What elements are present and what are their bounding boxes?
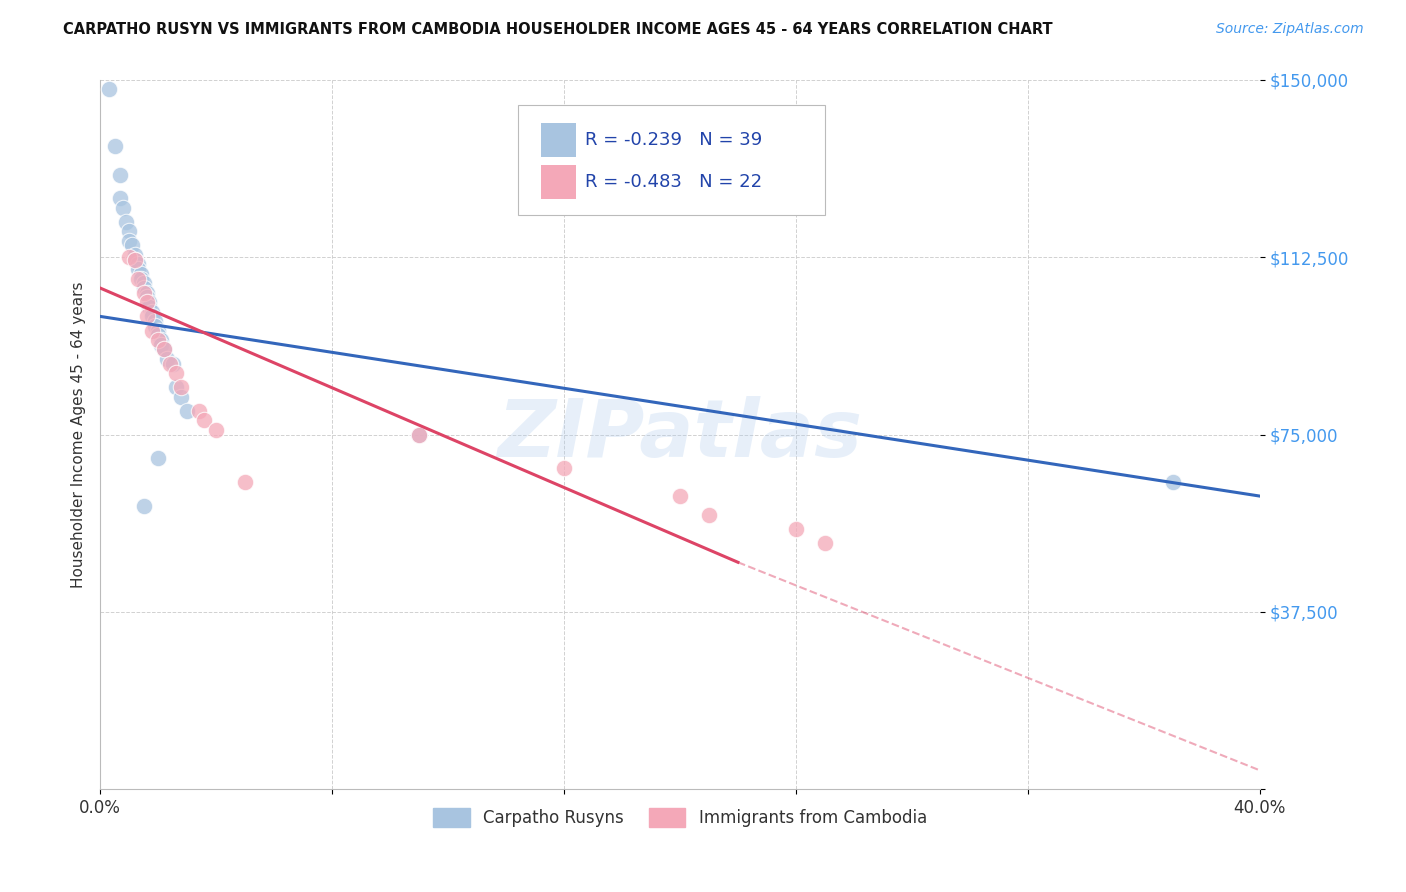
Point (159, 357, 181, 371)
Point (170, 380, 193, 394)
Point (118, 250, 141, 264)
Point (132, 285, 155, 300)
Point (785, 522, 807, 536)
Point (97, 82, 120, 96)
Point (408, 427, 430, 442)
Point (165, 366, 187, 380)
Point (162, 357, 184, 371)
Bar (541, 165, 575, 199)
Point (141, 310, 163, 324)
Text: ZIPatlas: ZIPatlas (498, 395, 862, 474)
FancyBboxPatch shape (517, 104, 825, 215)
Text: CARPATHO RUSYN VS IMMIGRANTS FROM CAMBODIA HOUSEHOLDER INCOME AGES 45 - 64 YEARS: CARPATHO RUSYN VS IMMIGRANTS FROM CAMBOD… (63, 22, 1053, 37)
Point (127, 262, 149, 277)
Point (146, 451, 169, 466)
Point (129, 271, 152, 285)
Point (135, 285, 157, 300)
Point (135, 295, 157, 310)
Text: R = -0.483   N = 22: R = -0.483 N = 22 (585, 173, 762, 191)
Point (141, 324, 163, 338)
Point (115, 215, 138, 229)
Point (132, 281, 155, 295)
Point (170, 390, 193, 404)
Point (187, 404, 209, 418)
Point (132, 499, 155, 513)
Point (141, 304, 163, 318)
Point (104, 139, 127, 153)
Point (165, 380, 187, 394)
Point (669, 489, 692, 503)
Point (124, 248, 146, 262)
Point (146, 333, 169, 347)
Legend: Carpatho Rusyns, Immigrants from Cambodia: Carpatho Rusyns, Immigrants from Cambodi… (426, 802, 934, 834)
Point (150, 333, 173, 347)
Point (1161, 475, 1184, 489)
Point (153, 343, 176, 357)
Point (135, 290, 157, 304)
Point (146, 324, 169, 338)
Point (146, 328, 169, 343)
Point (112, 201, 135, 215)
Point (138, 295, 160, 310)
Point (110, 168, 132, 182)
Point (408, 427, 430, 442)
Point (118, 234, 141, 248)
Text: Source: ZipAtlas.com: Source: ZipAtlas.com (1216, 22, 1364, 37)
Point (124, 252, 146, 267)
Point (138, 300, 160, 314)
Point (127, 271, 149, 285)
Point (553, 460, 575, 475)
Point (132, 277, 155, 291)
Point (814, 536, 837, 550)
Point (110, 191, 132, 205)
Point (233, 475, 256, 489)
Point (121, 238, 143, 252)
Y-axis label: Householder Income Ages 45 - 64 years: Householder Income Ages 45 - 64 years (72, 281, 86, 588)
Point (129, 267, 152, 281)
Text: R = -0.239   N = 39: R = -0.239 N = 39 (585, 130, 762, 149)
Point (135, 310, 157, 324)
Point (143, 318, 166, 333)
Point (205, 423, 228, 437)
Point (118, 224, 141, 238)
Point (193, 413, 215, 427)
Bar (541, 122, 575, 157)
Point (150, 338, 173, 352)
Point (156, 351, 179, 366)
Point (176, 404, 198, 418)
Point (143, 314, 166, 328)
Point (127, 257, 149, 271)
Point (153, 343, 176, 357)
Point (697, 508, 720, 522)
Point (124, 252, 146, 267)
